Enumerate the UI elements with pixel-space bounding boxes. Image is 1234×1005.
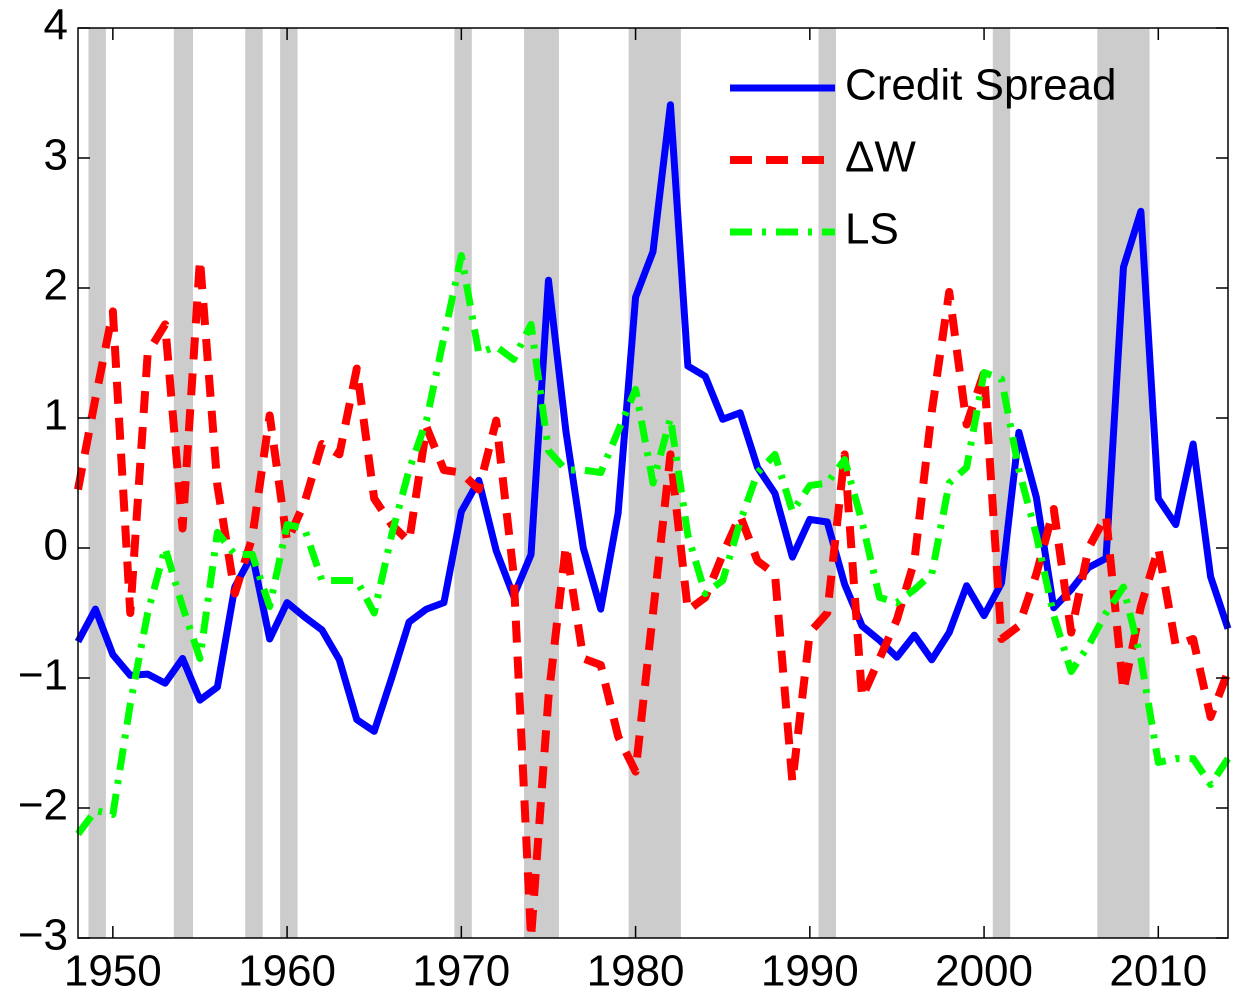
- x-tick-label: 1970: [412, 947, 510, 996]
- recession-band: [1097, 28, 1150, 938]
- y-tick-label: 4: [44, 1, 68, 50]
- x-tick-label: 1990: [761, 947, 859, 996]
- recession-band: [818, 28, 836, 938]
- y-tick-label: 0: [44, 521, 68, 570]
- recession-band: [992, 28, 1011, 938]
- x-tick-label: 1960: [238, 947, 336, 996]
- recession-band: [88, 28, 106, 938]
- y-tick-label: 1: [44, 391, 68, 440]
- y-tick-label: 2: [44, 261, 68, 310]
- recession-band: [524, 28, 559, 938]
- recession-band: [245, 28, 263, 938]
- x-tick-label: 2000: [935, 947, 1033, 996]
- plot-frame: [77, 27, 1229, 939]
- y-tick-label: −1: [18, 651, 68, 700]
- series-line: [74, 101, 1232, 735]
- x-tick-label: 2010: [1109, 947, 1207, 996]
- series-line: [74, 255, 1232, 942]
- legend-label: Credit Spread: [845, 61, 1116, 110]
- y-tick-label: −3: [18, 911, 68, 960]
- series-line: [75, 252, 1231, 837]
- y-tick-label: −2: [18, 781, 68, 830]
- x-tick-label: 1950: [64, 947, 162, 996]
- legend-label: LS: [845, 205, 899, 254]
- x-tick-label: 1980: [587, 947, 685, 996]
- y-tick-label: 3: [44, 131, 68, 180]
- legend-label: ΔW: [845, 133, 916, 182]
- recession-band: [280, 28, 298, 938]
